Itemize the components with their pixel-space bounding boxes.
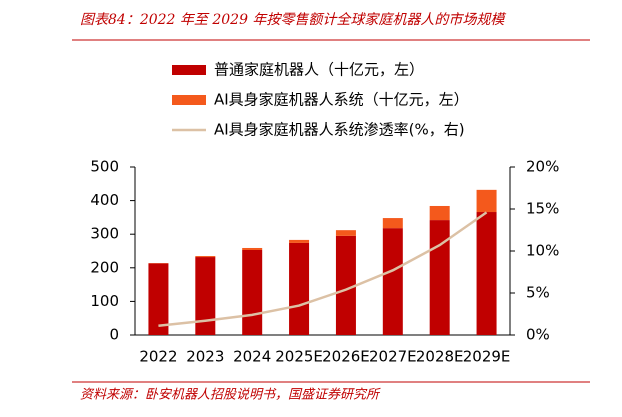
y2-tick-label: 15% — [526, 200, 559, 218]
legend-swatch — [172, 95, 206, 105]
bar-segment — [336, 230, 356, 236]
x-tick-label: 2024 — [233, 348, 271, 366]
x-tick-label: 2022 — [139, 348, 177, 366]
y2-tick-label: 10% — [526, 242, 559, 260]
x-tick-label: 2023 — [186, 348, 224, 366]
bar-segment — [477, 190, 497, 212]
bar-segment — [242, 250, 262, 335]
y2-tick-label: 5% — [526, 284, 550, 302]
bar-segment — [430, 206, 450, 220]
y2-tick-label: 0% — [526, 326, 550, 344]
bar-segment — [242, 248, 262, 250]
y-tick-label: 100 — [90, 292, 119, 310]
x-tick-label: 2027E — [369, 348, 417, 366]
y2-tick-label: 20% — [526, 158, 559, 176]
y-tick-label: 500 — [90, 158, 119, 176]
legend-label: AI具身家庭机器人系统（十亿元，左） — [214, 91, 469, 109]
legend-label: 普通家庭机器人（十亿元，左） — [214, 61, 424, 79]
bar-segment — [383, 228, 403, 335]
x-tick-label: 2028E — [416, 348, 464, 366]
bar-segment — [477, 212, 497, 335]
bar-segment — [195, 257, 215, 335]
bar-segment — [430, 220, 450, 335]
x-tick-label: 2025E — [275, 348, 323, 366]
chart-title: 图表84：2022 年至 2029 年按零售额计全球家庭机器人的市场规模 — [80, 12, 506, 28]
legend-label: AI具身家庭机器人系统渗透率(%，右) — [214, 121, 465, 139]
source: 资料来源：卧安机器人招股说明书，国盛证券研究所 — [80, 387, 381, 403]
bar-segment — [195, 256, 215, 257]
bar-segment — [289, 243, 309, 335]
y-tick-label: 0 — [109, 326, 119, 344]
bar-segment — [383, 218, 403, 228]
y-tick-label: 300 — [90, 225, 119, 243]
x-tick-label: 2026E — [322, 348, 370, 366]
bar-segment — [289, 240, 309, 243]
x-tick-label: 2029E — [463, 348, 511, 366]
y-tick-label: 200 — [90, 258, 119, 276]
legend-swatch — [172, 65, 206, 75]
y-tick-label: 400 — [90, 191, 119, 209]
